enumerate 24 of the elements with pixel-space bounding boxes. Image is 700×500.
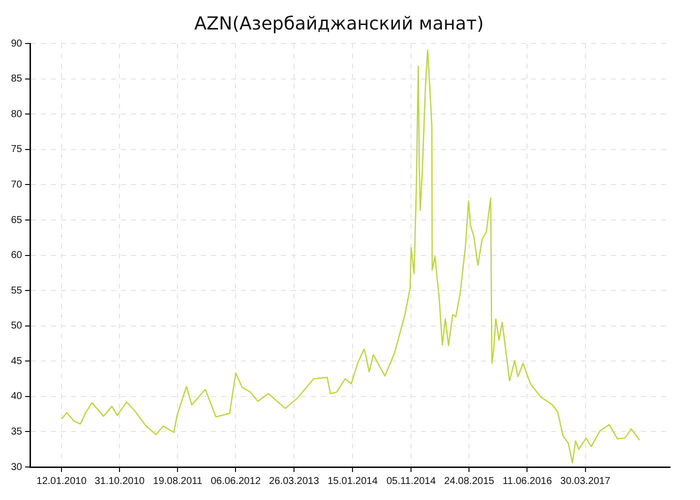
y-tick-label: 85 xyxy=(11,74,23,85)
y-tick-label: 40 xyxy=(11,391,23,402)
y-tick-label: 35 xyxy=(11,426,23,438)
x-tick-label: 15.01.2014 xyxy=(328,476,378,487)
x-tick-label: 19.08.2011 xyxy=(153,476,203,487)
y-tick-label: 90 xyxy=(11,38,23,50)
y-tick-label: 30 xyxy=(11,462,23,473)
x-tick-label: 31.10.2010 xyxy=(94,476,146,487)
y-tick-label: 70 xyxy=(11,179,23,190)
x-tick-label: 06.06.2012 xyxy=(210,476,262,487)
x-tick-label: 12.01.2010 xyxy=(36,476,87,487)
x-tick-label: 24.08.2015 xyxy=(444,476,495,487)
x-tick-label: 26.03.2013 xyxy=(268,476,320,487)
x-tick-label: 05.11.2014 xyxy=(386,476,436,487)
x-tick-label: 11.06.2016 xyxy=(502,476,552,487)
y-tick-label: 75 xyxy=(11,144,23,156)
y-tick-label: 45 xyxy=(11,356,23,367)
y-tick-label: 50 xyxy=(11,320,23,332)
y-tick-label: 55 xyxy=(11,285,23,296)
y-tick-label: 80 xyxy=(11,108,23,120)
y-tick-label: 60 xyxy=(11,250,23,262)
y-tick-label: 65 xyxy=(11,214,23,226)
x-tick-label: 30.03.2017 xyxy=(560,476,611,487)
chart-title: AZN(Азербайджанский манат) xyxy=(194,13,484,34)
